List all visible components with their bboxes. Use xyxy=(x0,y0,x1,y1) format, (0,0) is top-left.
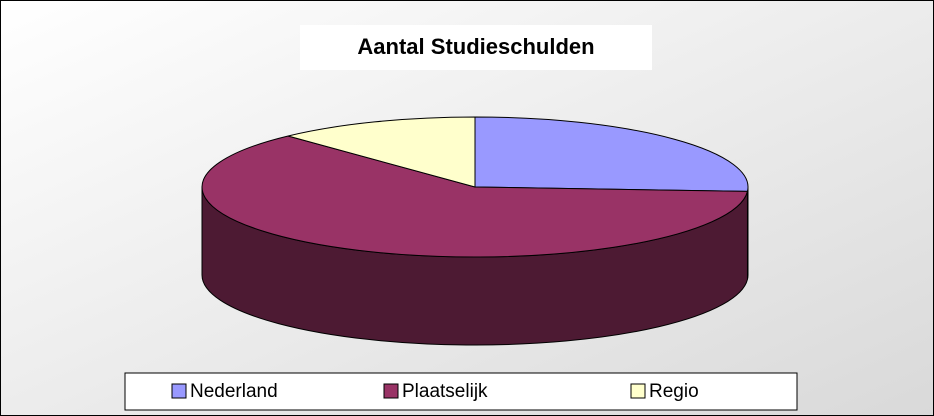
slice xyxy=(201,135,749,258)
title-box xyxy=(300,25,652,70)
legend-label: Regio xyxy=(649,381,699,402)
slice xyxy=(287,116,476,188)
legend-label: Nederland xyxy=(190,381,278,402)
legend xyxy=(124,372,798,411)
legend-label: Plaatselijk xyxy=(402,381,488,402)
legend-swatch xyxy=(383,383,399,399)
legend-swatch xyxy=(171,383,187,399)
chart-title: Aantal Studieschulden xyxy=(357,34,594,59)
legend-swatch xyxy=(630,383,646,399)
pie xyxy=(201,116,749,346)
slice xyxy=(474,116,749,192)
